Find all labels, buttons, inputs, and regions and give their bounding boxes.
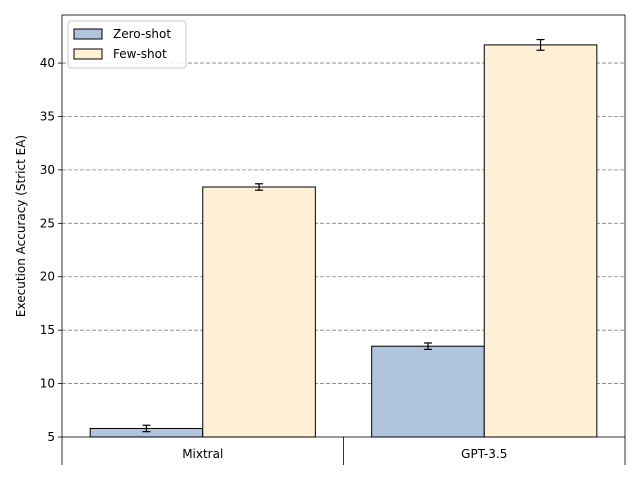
legend-swatch xyxy=(73,28,103,40)
y-tick-label: 30 xyxy=(40,163,55,177)
y-tick-label: 5 xyxy=(47,430,55,444)
axes-layer: 5 10 15 20 25 30 35 40 Mixtral GPT-3.5 xyxy=(40,14,626,465)
y-tick-label: 20 xyxy=(40,270,55,284)
legend-label: Few-shot xyxy=(113,47,167,61)
y-tick-label: 35 xyxy=(40,109,55,123)
bars-layer xyxy=(89,38,598,438)
y-tick-label: 15 xyxy=(40,323,55,337)
bar xyxy=(483,44,598,438)
bar xyxy=(371,345,485,438)
x-tick-label: Mixtral xyxy=(182,447,223,461)
y-axis-label: Execution Accuracy (Strict EA) xyxy=(14,135,28,317)
y-tick-label: 10 xyxy=(40,377,55,391)
legend-label: Zero-shot xyxy=(113,27,171,41)
y-tick-label: 25 xyxy=(40,216,55,230)
bar xyxy=(202,186,316,438)
legend: Zero-shot Few-shot xyxy=(67,20,187,69)
y-tick-label: 40 xyxy=(40,56,55,70)
legend-swatch xyxy=(73,48,103,60)
x-tick-label: GPT-3.5 xyxy=(461,447,507,461)
